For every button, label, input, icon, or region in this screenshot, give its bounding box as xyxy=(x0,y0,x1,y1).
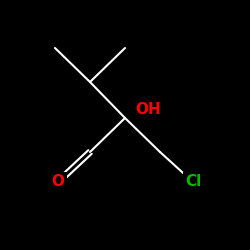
Text: O: O xyxy=(52,174,64,190)
Text: Cl: Cl xyxy=(185,174,201,190)
Text: OH: OH xyxy=(135,102,161,118)
